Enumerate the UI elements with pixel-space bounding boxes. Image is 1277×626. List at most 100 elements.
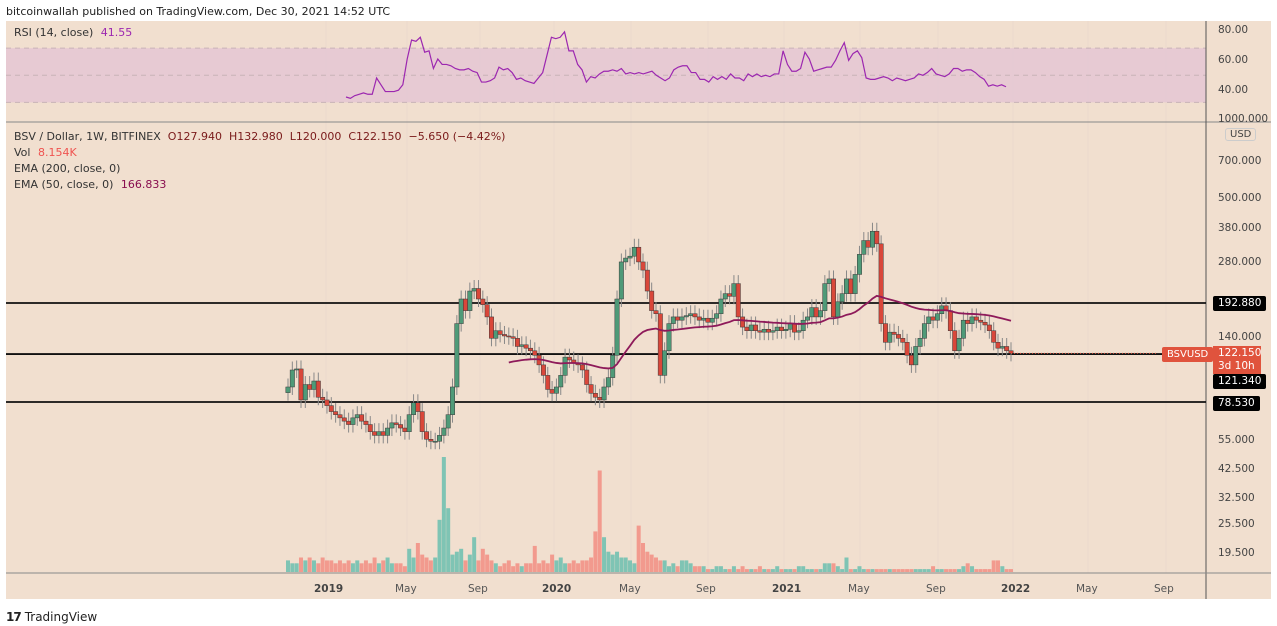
candle-body	[657, 313, 663, 376]
candle-body	[947, 310, 953, 331]
candle-body	[627, 255, 633, 259]
candle-body	[463, 298, 468, 311]
volume-bar	[554, 560, 559, 572]
volume-bar	[757, 566, 762, 572]
volume-bar	[727, 569, 732, 572]
volume-bar	[311, 560, 316, 572]
volume-bar	[675, 566, 680, 572]
volume-bar	[814, 569, 819, 572]
chart-frame[interactable]: RSI (14, close) 41.55 BSV / Dollar, 1W, …	[6, 21, 1271, 599]
volume-bar	[753, 569, 758, 572]
candle-body	[714, 313, 720, 319]
volume-bar	[493, 563, 498, 572]
current-price-tag: 122.150 3d 10h	[1213, 346, 1261, 374]
volume-bar	[792, 569, 797, 572]
volume-bar	[1004, 569, 1009, 572]
volume-bar	[775, 566, 780, 572]
candle-body	[553, 386, 559, 394]
chart-canvas[interactable]	[6, 21, 1271, 599]
candle-body	[450, 386, 455, 415]
candle-body	[354, 414, 360, 419]
candle-body	[441, 427, 447, 436]
volume-bar	[658, 560, 663, 572]
volume-bar	[931, 566, 936, 572]
volume-bar	[320, 557, 325, 572]
candle-body	[363, 420, 369, 425]
volume-bar	[394, 563, 399, 572]
volume-bar	[645, 551, 650, 572]
volume-bar	[489, 560, 494, 572]
time-tick: Sep	[926, 583, 946, 595]
candle-body	[908, 355, 914, 366]
volume-bar	[528, 563, 533, 572]
volume-bar	[359, 563, 364, 572]
volume-bar	[623, 557, 628, 572]
candle-body	[675, 316, 681, 321]
candle-body	[558, 375, 564, 388]
rsi-tick-40: 40.00	[1218, 84, 1249, 96]
candle-body	[367, 424, 373, 432]
candle-body	[424, 431, 429, 440]
candle-body	[705, 317, 711, 323]
volume-bar	[948, 569, 953, 572]
volume-bar	[424, 557, 429, 572]
volume-bar	[818, 569, 823, 572]
candle-body	[917, 338, 923, 347]
candle-body	[857, 254, 862, 275]
currency-badge[interactable]: USD	[1225, 128, 1257, 141]
volume-bar	[558, 557, 563, 572]
price-tick: 1000.000	[1218, 113, 1269, 125]
volume-bar	[874, 569, 879, 572]
volume-bar	[346, 560, 351, 572]
time-tick: 2019	[314, 583, 344, 595]
candle-body	[458, 298, 464, 324]
volume-bar	[857, 566, 862, 572]
time-tick: 2022	[1001, 583, 1031, 595]
volume-bar	[433, 557, 438, 572]
volume-bar	[411, 557, 416, 572]
candle-body	[588, 384, 594, 394]
price-tick: 42.500	[1218, 463, 1255, 475]
candle-body	[787, 323, 793, 330]
level-tag-78: 78.530	[1213, 396, 1260, 411]
candle-body	[510, 336, 516, 339]
volume-bar	[571, 560, 576, 572]
volume-bar	[705, 569, 710, 572]
volume-bar	[428, 560, 433, 572]
volume-bar	[987, 569, 992, 572]
volume-bar	[905, 569, 910, 572]
candle-body	[934, 313, 940, 321]
volume-bar	[666, 566, 671, 572]
volume-bar	[350, 563, 355, 572]
volume-bar	[935, 569, 940, 572]
volume-bar	[749, 569, 754, 572]
candle-body	[393, 422, 399, 425]
ema50-value: 166.833	[120, 178, 167, 191]
volume-bar	[333, 563, 338, 572]
volume-bar	[355, 560, 360, 572]
volume-bar	[970, 566, 975, 572]
tradingview-brand[interactable]: 17 TradingView	[6, 610, 97, 624]
ema200-row: EMA (200, close, 0)	[14, 161, 505, 177]
candle-body	[380, 431, 386, 436]
candle-body	[484, 304, 490, 318]
symbol-row: BSV / Dollar, 1W, BITFINEX O127.940 H132…	[14, 129, 505, 145]
candle-body	[761, 328, 767, 333]
candle-body	[882, 323, 888, 343]
volume-bar	[1009, 569, 1013, 572]
volume-bar	[363, 560, 368, 572]
level-tag-121: 121.340	[1213, 374, 1267, 389]
volume-bar	[991, 560, 996, 572]
candle-body	[727, 293, 733, 297]
candle-body	[874, 230, 880, 245]
candle-body	[696, 316, 702, 321]
candle-body	[982, 321, 988, 326]
candle-body	[826, 278, 832, 284]
candle-body	[532, 350, 538, 356]
rsi-tick-80: 80.00	[1218, 24, 1249, 36]
candle-body	[467, 290, 473, 311]
candle-body	[523, 344, 529, 349]
high-value: H132.980	[228, 130, 283, 143]
candle-body	[437, 435, 442, 442]
volume-bar	[853, 569, 858, 572]
